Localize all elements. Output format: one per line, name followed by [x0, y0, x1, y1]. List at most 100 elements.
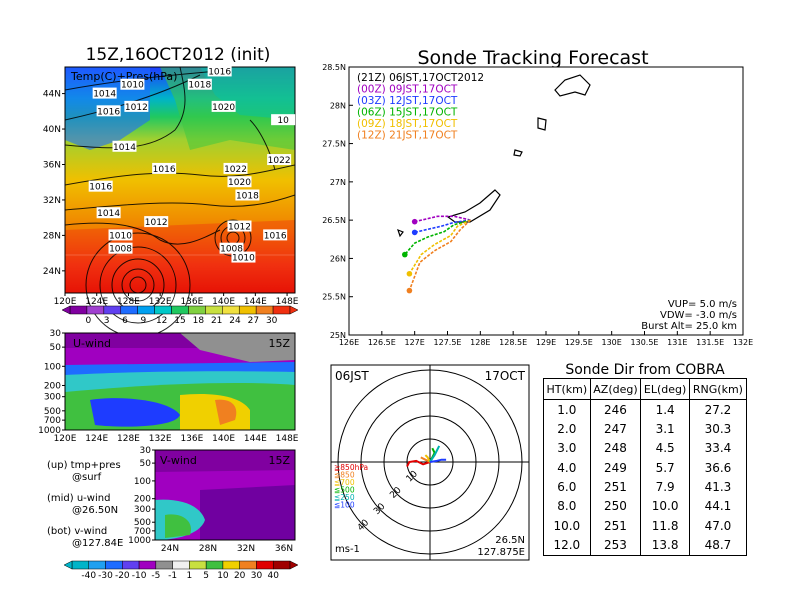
track-lon-label: 128.5E: [499, 338, 527, 347]
isobar-label-bg: [219, 242, 244, 254]
table-cell: 6.0: [543, 477, 591, 497]
polar-time-right: 17OCT: [485, 369, 526, 383]
colorbar-swatch: [171, 305, 189, 315]
colorbar-arrow-left: [63, 560, 73, 570]
map-lon-label: 136E: [180, 297, 203, 307]
map-lon-label: 120E: [54, 297, 77, 307]
colorbar-swatch: [88, 560, 106, 570]
colorbar-label: 10: [217, 571, 229, 581]
polar-unit: ms-1: [335, 544, 360, 555]
uwind-lon-label: 144E: [244, 434, 267, 444]
colorbar-label: -1: [168, 571, 177, 581]
track-end-point: [402, 251, 408, 258]
track-lon-label: 130.5E: [631, 338, 659, 347]
isobar-label-bg: [271, 114, 296, 126]
isobar-label: 1014: [93, 90, 116, 100]
colorbar-label: 5: [203, 571, 209, 581]
island-coast: [554, 74, 591, 97]
track-lon-label: 127E: [405, 338, 425, 347]
colorbar-swatch: [172, 560, 190, 570]
map-lat-label: 40N: [43, 125, 61, 135]
colorbar-swatch: [239, 560, 257, 570]
vwind-lat-label: 36N: [275, 544, 293, 554]
isobar-label-bg: [144, 216, 169, 228]
table-cell: 30.3: [688, 419, 748, 439]
table-cell: 248: [589, 438, 642, 459]
colorbar-label: 12: [156, 316, 167, 326]
polar-level-label: ≦100: [334, 501, 355, 510]
isobar-label: 1010: [232, 254, 255, 264]
isobar-label: 1008: [220, 245, 243, 255]
colorbar-arrow-right: [289, 305, 299, 315]
vwind-lat-label: 28N: [199, 544, 217, 554]
sonde-header-cell: EL(deg): [640, 378, 690, 400]
track-lat-label: 25.5N: [322, 293, 346, 302]
track-end-point: [406, 270, 413, 277]
polar-level-legend: ≧850hPa≦850≦700≦500≦250≦100: [334, 463, 368, 510]
colorbar-swatch: [86, 305, 105, 315]
table-cell: 27.2: [688, 399, 748, 420]
sonde-header-cell: RNG(km): [688, 378, 748, 400]
table-cell: 1.0: [543, 399, 591, 420]
track-lon-label: 126.5E: [368, 338, 396, 347]
note-line: (bot) v-wind: [47, 526, 107, 537]
table-cell: 11.8: [640, 516, 690, 536]
isobar-label-bg: [263, 229, 288, 241]
level-label: 300: [44, 393, 61, 403]
isobar-label-bg: [92, 87, 117, 99]
track-lat-label: 28.5N: [322, 63, 346, 72]
colorbar-swatch: [154, 305, 172, 315]
map-lat-label: 44N: [43, 90, 61, 100]
track-lon-label: 127.5E: [434, 338, 462, 347]
level-label: 50: [50, 343, 62, 353]
table-cell: 4.5: [640, 438, 690, 459]
colorbar-swatch: [238, 305, 257, 315]
map-lon-label: 140E: [212, 297, 235, 307]
level-label: 300: [134, 505, 151, 515]
level-label: 30: [140, 446, 152, 456]
polar-loc-lon: 127.875E: [477, 547, 525, 558]
polar-line: [429, 445, 441, 463]
isobar-label-bg: [88, 180, 113, 192]
polar-level-label: ≧850hPa: [334, 463, 368, 472]
track-lon-label: 129E: [536, 338, 556, 347]
table-cell: 4.0: [543, 458, 591, 478]
colorbar-label: 0: [85, 316, 91, 326]
note-sub: @127.84E: [72, 538, 123, 549]
isobar-label-bg: [231, 251, 256, 263]
track-line: [404, 219, 471, 256]
level-label: 100: [44, 362, 61, 372]
sonde-table: HT(km) AZ(deg) EL(deg) RNG(km) 1.0 246 1.4 27.…: [543, 378, 748, 556]
polar-level-label: ≦700: [334, 478, 355, 487]
colorbar-swatch: [71, 560, 90, 570]
colorbar-label: 24: [229, 316, 241, 326]
colorbar-swatch: [155, 560, 173, 570]
track-series: [402, 215, 472, 294]
level-label: 500: [134, 518, 151, 528]
track-end-point: [406, 287, 413, 294]
table-cell: 8.0: [543, 496, 591, 517]
level-label: 700: [44, 416, 61, 426]
colorbar-label: 20: [234, 571, 246, 581]
isobar-label: 10: [277, 116, 289, 126]
table-cell: 5.7: [640, 458, 690, 478]
isobar-label-bg: [120, 78, 145, 90]
table-cell: 33.4: [688, 438, 748, 459]
isobar-label-bg: [207, 65, 232, 77]
table-cell: 36.6: [688, 458, 748, 478]
track-legend-item: (06Z) 15JST,17OCT: [357, 107, 458, 119]
colorbar-label: -20: [115, 571, 130, 581]
vwind-time: 15Z: [268, 454, 290, 467]
colorbar-swatch: [222, 305, 240, 315]
level-label: 30: [50, 329, 62, 339]
table-row: 4.0 249 5.7 36.6: [543, 458, 748, 478]
table-cell: 1.4: [640, 399, 690, 420]
isobar-label: 1014: [97, 209, 120, 219]
track-lat-label: 26N: [330, 254, 346, 263]
track-param: VDW= -3.0 m/s: [660, 310, 737, 321]
